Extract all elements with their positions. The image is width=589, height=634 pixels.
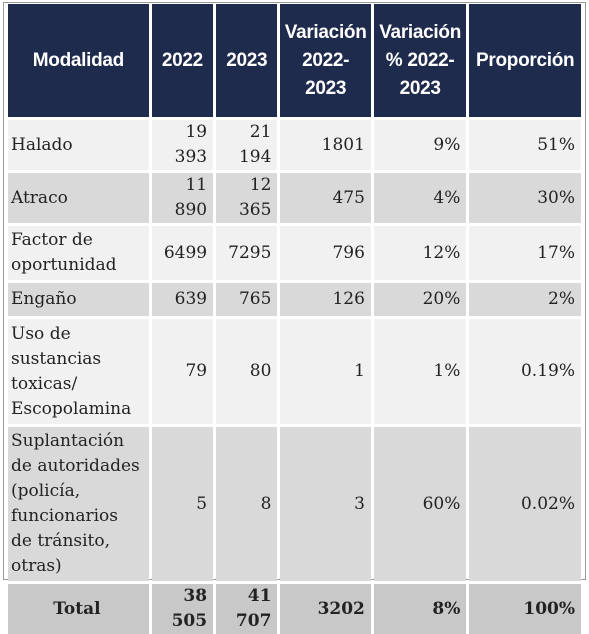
table-row: Uso de sustancias toxicas/ Escopolamina … <box>8 316 581 424</box>
statistics-table-frame: Modalidad 2022 2023 Variación 2022-2023 … <box>3 2 586 634</box>
table-row: Suplantación de autoridades (policía, fu… <box>8 424 581 581</box>
cell-modalidad: Suplantación de autoridades (policía, fu… <box>8 424 149 581</box>
header-row: Modalidad 2022 2023 Variación 2022-2023 … <box>8 4 581 117</box>
cell-variacion-pct: 60% <box>373 424 467 581</box>
cell-2023: 765 <box>216 280 278 316</box>
total-label: Total <box>8 581 149 634</box>
total-variacion: 3202 <box>280 581 371 634</box>
cell-proporcion: 30% <box>469 170 581 223</box>
cell-variacion: 126 <box>280 280 371 316</box>
cell-2023: 21 194 <box>216 117 278 170</box>
cell-proporcion: 0.19% <box>469 316 581 424</box>
cell-modalidad: Atraco <box>8 170 149 223</box>
cell-proporcion: 17% <box>469 223 581 280</box>
statistics-table: Modalidad 2022 2023 Variación 2022-2023 … <box>5 4 584 634</box>
cell-proporcion: 0.02% <box>469 424 581 581</box>
cell-2022: 6499 <box>151 223 214 280</box>
cell-variacion: 475 <box>280 170 371 223</box>
total-proporcion: 100% <box>469 581 581 634</box>
cell-variacion-pct: 9% <box>373 117 467 170</box>
cell-2023: 80 <box>216 316 278 424</box>
cell-modalidad: Uso de sustancias toxicas/ Escopolamina <box>8 316 149 424</box>
cell-modalidad: Halado <box>8 117 149 170</box>
cell-2022: 639 <box>151 280 214 316</box>
total-2022: 38 505 <box>151 581 214 634</box>
cell-2023: 7295 <box>216 223 278 280</box>
table-row: Atraco 11 890 12 365 475 4% 30% <box>8 170 581 223</box>
header-modalidad: Modalidad <box>8 4 149 117</box>
cell-modalidad: Factor de oportunidad <box>8 223 149 280</box>
table-row: Halado 19 393 21 194 1801 9% 51% <box>8 117 581 170</box>
header-2023: 2023 <box>216 4 278 117</box>
header-proporcion: Proporción <box>469 4 581 117</box>
cell-variacion-pct: 4% <box>373 170 467 223</box>
header-variacion: Variación 2022-2023 <box>280 4 371 117</box>
cell-variacion: 1801 <box>280 117 371 170</box>
total-variacion-pct: 8% <box>373 581 467 634</box>
total-row: Total 38 505 41 707 3202 8% 100% <box>8 581 581 634</box>
cell-variacion: 1 <box>280 316 371 424</box>
cell-2022: 5 <box>151 424 214 581</box>
table-row: Engaño 639 765 126 20% 2% <box>8 280 581 316</box>
cell-proporcion: 2% <box>469 280 581 316</box>
header-2022: 2022 <box>151 4 214 117</box>
cell-2022: 11 890 <box>151 170 214 223</box>
cell-2022: 19 393 <box>151 117 214 170</box>
cell-proporcion: 51% <box>469 117 581 170</box>
header-variacion-pct: Variación % 2022-2023 <box>373 4 467 117</box>
cell-modalidad: Engaño <box>8 280 149 316</box>
cell-2023: 8 <box>216 424 278 581</box>
cell-2022: 79 <box>151 316 214 424</box>
cell-variacion: 3 <box>280 424 371 581</box>
cell-variacion-pct: 20% <box>373 280 467 316</box>
cell-variacion-pct: 12% <box>373 223 467 280</box>
table-row: Factor de oportunidad 6499 7295 796 12% … <box>8 223 581 280</box>
total-2023: 41 707 <box>216 581 278 634</box>
cell-2023: 12 365 <box>216 170 278 223</box>
cell-variacion: 796 <box>280 223 371 280</box>
cell-variacion-pct: 1% <box>373 316 467 424</box>
